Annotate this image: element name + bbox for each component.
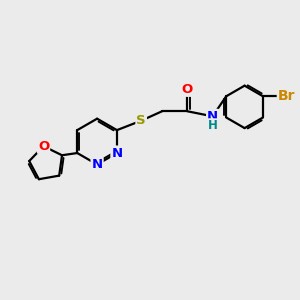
Text: N: N [92,158,103,171]
Text: S: S [136,114,146,127]
Text: H: H [208,119,218,132]
Text: O: O [38,140,49,153]
Text: N: N [111,146,122,160]
Text: O: O [182,83,193,96]
Text: Br: Br [278,89,295,103]
Text: N: N [207,110,218,123]
